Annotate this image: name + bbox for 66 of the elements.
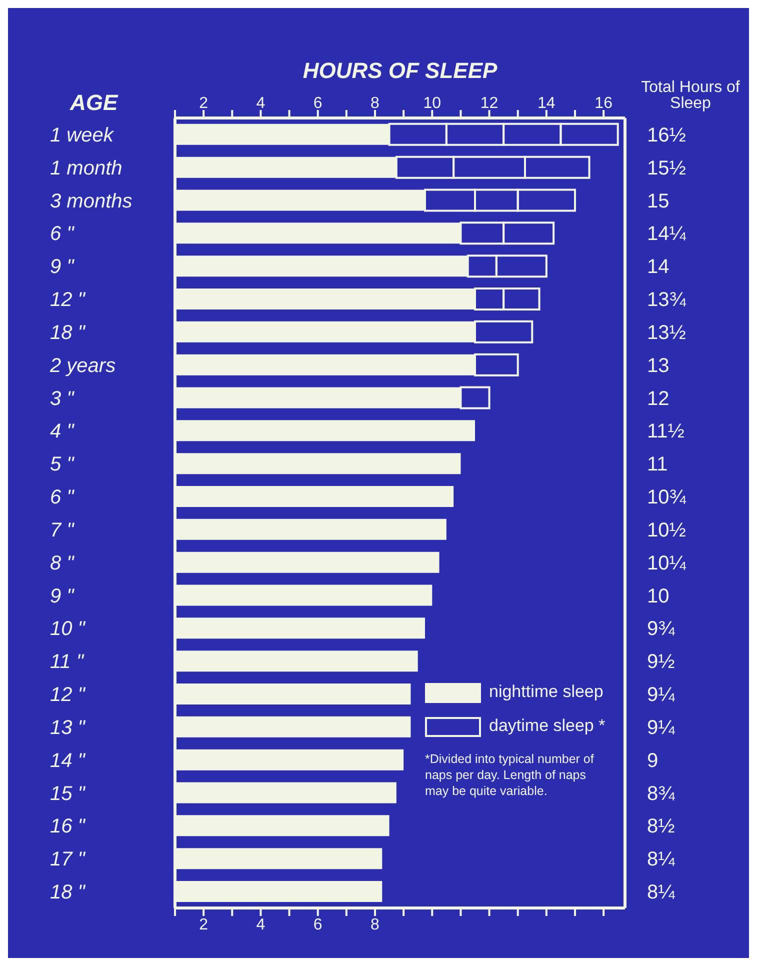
- text: 10¾: [647, 486, 686, 509]
- text: 15½: [647, 157, 686, 180]
- text: 9½: [647, 651, 676, 674]
- y-tick-label: 8 ": [50, 552, 75, 574]
- text: 8½: [647, 816, 676, 838]
- x2-tick-label: 10: [423, 95, 442, 112]
- x-tick-label: 4: [256, 916, 266, 934]
- text: 9: [647, 750, 658, 772]
- y-tick-label: 5 ": [50, 454, 75, 476]
- y-tick-label: 11 ": [50, 651, 84, 674]
- y-tick-label: 7 ": [50, 519, 75, 542]
- y-tick-label: 16 ": [50, 816, 86, 838]
- text: 12: [647, 388, 670, 410]
- x-tick-label: 8: [370, 916, 380, 934]
- x2-tick-label: 14: [538, 95, 556, 112]
- y-tick-label: 12 ": [50, 684, 86, 706]
- text: 8¾: [647, 782, 676, 805]
- text: 8¼: [647, 848, 676, 871]
- y-tick-label: 18 ": [50, 322, 86, 344]
- y-tick-label: 3 months: [50, 190, 132, 212]
- y-tick-label: 1 week: [50, 124, 114, 146]
- y-tick-label: 1 month: [50, 157, 122, 180]
- text: 14¼: [647, 223, 686, 246]
- x-tick-label: 6: [313, 916, 322, 934]
- y-axis-title: AGE: [70, 90, 118, 116]
- y-tick-label: 9 ": [50, 585, 75, 608]
- x2-tick-label: 4: [256, 95, 266, 112]
- y-tick-label: 10 ": [50, 618, 86, 640]
- x2-tick-label: 16: [594, 95, 613, 112]
- text: 9¾: [647, 618, 676, 640]
- legend-label: daytime sleep *: [489, 716, 606, 735]
- y-tick-label: 17 ": [50, 848, 86, 871]
- x2-tick-label: 8: [370, 95, 380, 112]
- text: Total Hours of Sleep: [640, 79, 741, 112]
- y-tick-label: 14 ": [50, 750, 86, 772]
- text: 15: [647, 190, 670, 212]
- text: 9¼: [647, 716, 676, 739]
- text: 10: [647, 585, 670, 608]
- text: 14: [647, 256, 670, 278]
- text: 13¾: [647, 289, 686, 312]
- text: 11½: [647, 420, 685, 443]
- y-tick-label: 6 ": [50, 486, 75, 509]
- text: 11: [647, 454, 668, 476]
- text: 10¼: [647, 552, 686, 574]
- chart-title: HOURS OF SLEEP: [302, 58, 498, 84]
- text: 16½: [647, 124, 686, 146]
- text: 9¼: [647, 684, 676, 706]
- y-tick-label: 12 ": [50, 289, 86, 312]
- text: 13: [647, 354, 670, 377]
- x2-tick-label: 12: [480, 95, 498, 112]
- y-tick-label: 15 ": [50, 782, 86, 805]
- x2-tick-label: 6: [313, 95, 322, 112]
- x2-tick-label: 2: [199, 95, 208, 112]
- y-tick-label: 13 ": [50, 716, 86, 739]
- annotation: *Divided into typical number of naps per day. Length of naps may be quite variable.: [425, 751, 595, 799]
- y-tick-label: 2 years: [49, 354, 116, 377]
- text: 10½: [647, 519, 686, 542]
- y-tick-label: 6 ": [50, 223, 75, 246]
- text: 8¼: [647, 882, 676, 904]
- x-tick-label: 2: [199, 916, 208, 934]
- y-tick-label: 9 ": [50, 256, 75, 278]
- y-tick-label: 3 ": [50, 388, 75, 410]
- y-tick-label: 4 ": [50, 420, 75, 443]
- text: 13½: [647, 322, 686, 344]
- y-tick-label: 18 ": [50, 882, 86, 904]
- legend-label: nighttime sleep: [489, 682, 604, 701]
